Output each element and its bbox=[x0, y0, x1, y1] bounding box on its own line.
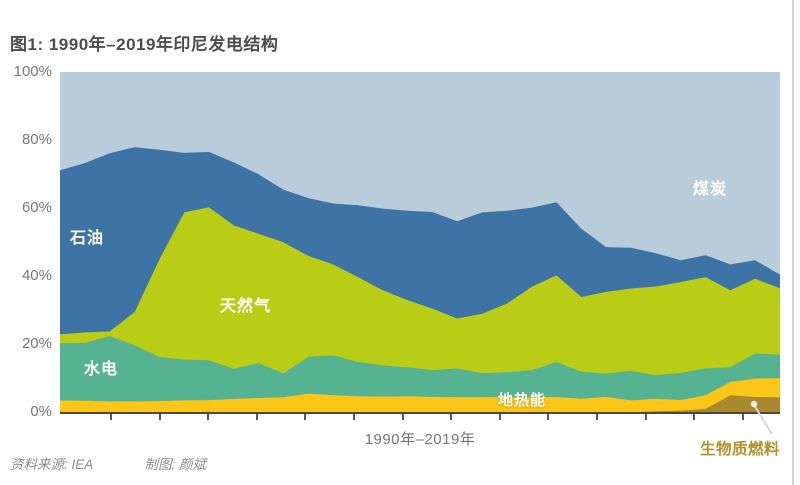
x-tick bbox=[304, 414, 307, 420]
y-tick-label-100: 100% bbox=[13, 63, 52, 80]
stacked-area-svg bbox=[60, 72, 780, 412]
y-tick-label-60: 60% bbox=[21, 199, 52, 216]
x-tick bbox=[158, 414, 161, 420]
x-tick bbox=[353, 414, 355, 420]
series-label-hydro: 水电 bbox=[84, 361, 119, 378]
x-tick bbox=[644, 414, 647, 420]
series-label-coal: 煤炭 bbox=[693, 181, 728, 198]
series-label-oil: 石油 bbox=[70, 230, 105, 247]
x-tick bbox=[255, 414, 258, 420]
x-tick bbox=[693, 414, 696, 420]
x-tick bbox=[547, 414, 550, 420]
area-coal bbox=[60, 72, 780, 275]
y-tick-label-0: 0% bbox=[30, 403, 52, 420]
x-tick bbox=[450, 414, 453, 420]
x-axis-label: 1990年–2019年 bbox=[364, 431, 476, 448]
chart-title: 图1: 1990年–2019年印尼发电结构 bbox=[10, 35, 279, 54]
x-tick bbox=[110, 414, 112, 420]
series-label-biofuel: 生物质燃料 bbox=[699, 441, 780, 458]
page-right-border bbox=[792, 0, 794, 485]
x-tick bbox=[498, 414, 501, 420]
x-tick bbox=[741, 414, 744, 420]
footer: 资料来源: IEA 制图: 颜斌 bbox=[10, 453, 206, 473]
area-biofuel bbox=[60, 394, 780, 412]
x-axis-line bbox=[60, 412, 780, 414]
y-tick-label-40: 40% bbox=[21, 267, 52, 284]
author-credit: 制图: 颜斌 bbox=[144, 457, 207, 472]
y-tick-label-20: 20% bbox=[21, 335, 52, 352]
source-credit: 资料来源: IEA bbox=[10, 457, 93, 472]
x-tick bbox=[596, 414, 598, 420]
series-label-gas: 天然气 bbox=[220, 298, 272, 315]
x-tick bbox=[401, 414, 404, 420]
plot-area: 石油 水电 天然气 地热能 煤炭 bbox=[60, 72, 780, 412]
series-label-geothermal: 地热能 bbox=[498, 392, 547, 409]
y-tick-label-80: 80% bbox=[21, 131, 52, 148]
x-tick bbox=[207, 414, 210, 420]
